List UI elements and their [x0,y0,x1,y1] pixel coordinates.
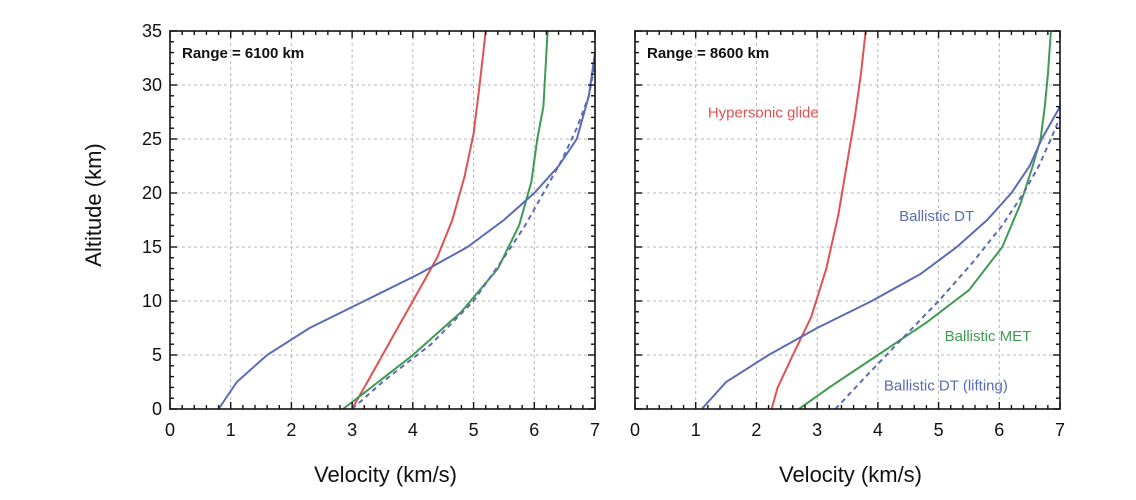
x-tick-label: 5 [934,420,944,440]
series-line-ballistic-met [342,30,549,410]
x-tick-label: 0 [165,420,175,440]
y-tick-label: 5 [152,345,162,365]
x-tick-label: 4 [408,420,418,440]
x-axis-label: Velocity (km/s) [779,462,922,487]
y-tick-label: 15 [142,237,162,257]
plot-frame [169,30,596,410]
series-line-ballistic-dt [217,52,596,410]
series-line-hypersonic-glide [351,30,487,410]
series-line-ballistic-dt-lifting [351,63,596,410]
x-tick-label: 7 [590,420,600,440]
y-tick-label: 0 [152,399,162,419]
panel-range-6100: 0 1 2 3 4 5 6 7 0 5 10 15 20 25 30 35 Velocity (km/s) Ran… [142,21,600,487]
y-tick-label: 10 [142,291,162,311]
x-tick-label: 4 [873,420,883,440]
x-tick-label: 2 [751,420,761,440]
range-label: Range = 6100 km [182,45,304,62]
annotation-ballistic-met: Ballistic MET [945,328,1032,345]
annotation-ballistic-dt: Ballistic DT [899,208,974,225]
panel-range-8600: 0 1 2 3 4 5 6 7 Velocity (km/s) Range = 8600 km Hy… [630,30,1065,487]
x-tick-label: 7 [1055,420,1065,440]
series-line-ballistic-dt-lifting [834,117,1061,410]
x-tick-label: 2 [286,420,296,440]
x-tick-label: 3 [347,420,357,440]
x-tick-label: 1 [226,420,236,440]
y-axis-label: Altitude (km) [81,143,106,266]
annotation-hypersonic-glide: Hypersonic glide [708,104,819,121]
range-label: Range = 8600 km [647,45,769,62]
x-tick-label: 6 [529,420,539,440]
x-tick-label: 0 [630,420,640,440]
y-tick-label: 20 [142,183,162,203]
x-tick-label: 3 [812,420,822,440]
x-tick-label: 6 [994,420,1004,440]
x-axis-label: Velocity (km/s) [314,462,457,487]
y-tick-label: 30 [142,75,162,95]
plot-frame [634,30,1061,410]
series-line-ballistic-met [798,30,1052,410]
y-tick-label: 35 [142,21,162,41]
x-tick-label: 1 [691,420,701,440]
x-tick-label: 5 [469,420,479,440]
series-line-hypersonic-glide [770,30,867,410]
annotation-ballistic-dt-lifting: Ballistic DT (lifting) [884,378,1008,395]
y-tick-label: 25 [142,129,162,149]
series-line-ballistic-dt [701,106,1061,410]
